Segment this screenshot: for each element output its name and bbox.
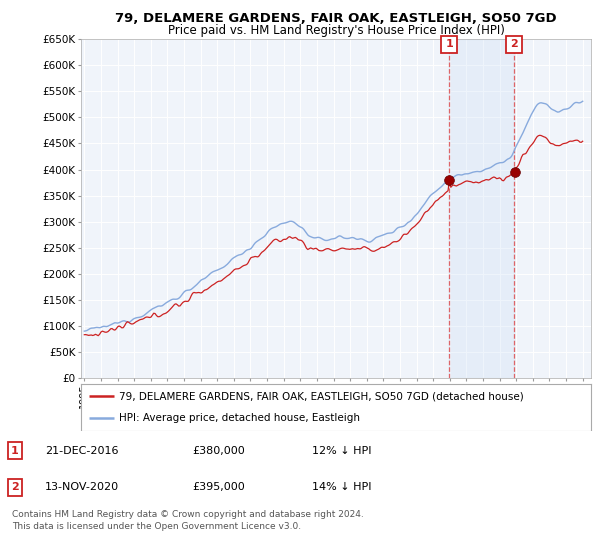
Text: 12% ↓ HPI: 12% ↓ HPI xyxy=(312,446,371,456)
Text: 14% ↓ HPI: 14% ↓ HPI xyxy=(312,482,371,492)
Bar xyxy=(449,39,514,378)
Text: 21-DEC-2016: 21-DEC-2016 xyxy=(45,446,119,456)
Text: £395,000: £395,000 xyxy=(192,482,245,492)
Text: 2: 2 xyxy=(11,482,19,492)
Text: Price paid vs. HM Land Registry's House Price Index (HPI): Price paid vs. HM Land Registry's House … xyxy=(167,24,505,37)
Text: 1: 1 xyxy=(11,446,19,456)
Text: HPI: Average price, detached house, Eastleigh: HPI: Average price, detached house, East… xyxy=(119,413,360,423)
Text: 2: 2 xyxy=(510,39,518,49)
Text: 1: 1 xyxy=(445,39,453,49)
Text: £380,000: £380,000 xyxy=(192,446,245,456)
Text: 79, DELAMERE GARDENS, FAIR OAK, EASTLEIGH, SO50 7GD (detached house): 79, DELAMERE GARDENS, FAIR OAK, EASTLEIG… xyxy=(119,391,524,402)
Text: 79, DELAMERE GARDENS, FAIR OAK, EASTLEIGH, SO50 7GD: 79, DELAMERE GARDENS, FAIR OAK, EASTLEIG… xyxy=(115,12,557,25)
Text: 13-NOV-2020: 13-NOV-2020 xyxy=(45,482,119,492)
Text: Contains HM Land Registry data © Crown copyright and database right 2024.
This d: Contains HM Land Registry data © Crown c… xyxy=(12,510,364,531)
